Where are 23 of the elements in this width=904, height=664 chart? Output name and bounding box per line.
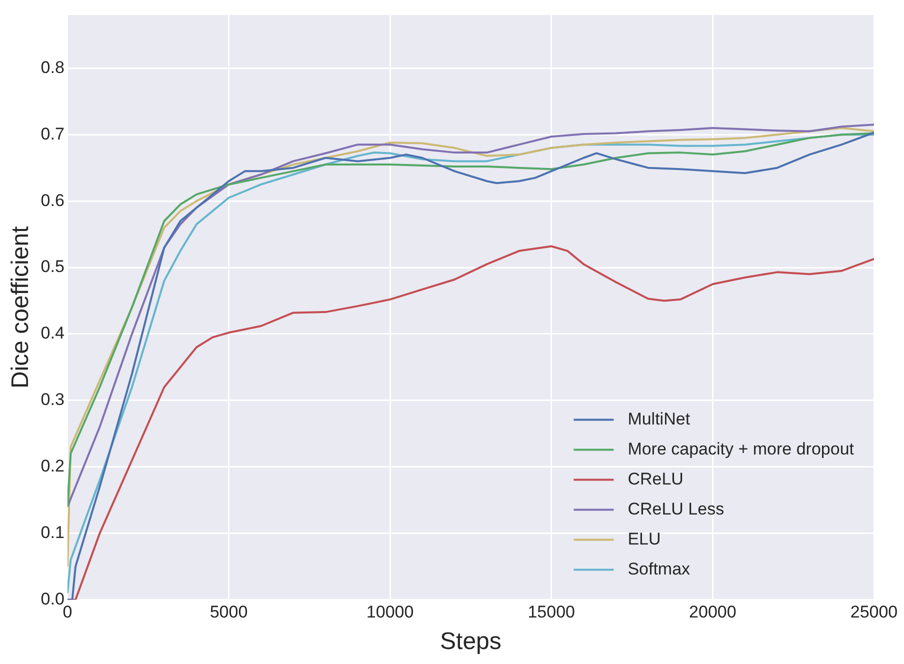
x-tick-label: 25000 — [850, 602, 898, 622]
x-axis-title: Steps — [440, 628, 502, 656]
y-tick-label: 0.2 — [40, 456, 64, 476]
x-tick-label: 20000 — [689, 602, 736, 622]
x-tick-label: 10000 — [366, 602, 414, 622]
legend-label: CReLU Less — [628, 499, 724, 518]
legend-label: MultiNet — [628, 409, 690, 428]
x-tick-label: 0 — [62, 602, 72, 622]
y-tick-label: 0.8 — [40, 58, 64, 77]
legend-label: CReLU — [628, 469, 684, 488]
y-tick-label: 0.6 — [40, 190, 64, 210]
x-tick-label: 15000 — [528, 602, 576, 622]
y-tick-label: 0.5 — [40, 257, 64, 276]
y-tick-label: 0.1 — [40, 523, 64, 542]
y-axis-title: Dice coefficient — [7, 226, 34, 389]
y-tick-label: 0.3 — [40, 390, 64, 410]
legend-label: Softmax — [628, 559, 691, 578]
legend-label: ELU — [628, 529, 661, 548]
y-tick-label: 0.0 — [40, 589, 64, 608]
legend-label: More capacity + more dropout — [628, 439, 854, 458]
y-tick-label: 0.4 — [40, 324, 64, 343]
x-tick-label: 5000 — [210, 602, 248, 622]
y-tick-label: 0.7 — [40, 124, 64, 144]
